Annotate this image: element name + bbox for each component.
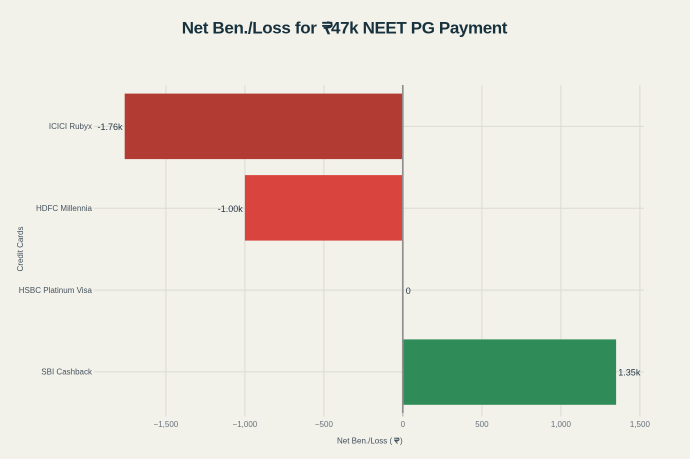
svg-text:SBI Cashback: SBI Cashback (41, 368, 93, 377)
svg-text:0: 0 (401, 420, 406, 429)
svg-text:−1,500: −1,500 (154, 420, 179, 429)
svg-text:-1.00k: -1.00k (218, 204, 244, 214)
svg-text:Net Ben./Loss for: Net Ben./Loss for (182, 19, 318, 38)
svg-text:−500: −500 (315, 420, 334, 429)
svg-text:500: 500 (475, 420, 489, 429)
svg-text:Net Ben./Loss (: Net Ben./Loss ( (337, 436, 392, 445)
svg-text:1,500: 1,500 (630, 420, 651, 429)
svg-text:-1.76k: -1.76k (97, 122, 123, 132)
svg-text:1.35k: 1.35k (618, 368, 641, 378)
svg-text:−1,000: −1,000 (233, 420, 258, 429)
svg-text:): ) (400, 436, 403, 445)
svg-text:Credit Cards: Credit Cards (16, 227, 25, 272)
svg-text:1,000: 1,000 (551, 420, 572, 429)
svg-text:HSBC Platinum Visa: HSBC Platinum Visa (19, 286, 93, 295)
svg-text:47k NEET PG Payment: 47k NEET PG Payment (331, 19, 508, 38)
svg-text:0: 0 (406, 286, 411, 296)
svg-text:HDFC Millennia: HDFC Millennia (36, 204, 93, 213)
svg-text:ICICI Rubyx: ICICI Rubyx (49, 122, 92, 131)
